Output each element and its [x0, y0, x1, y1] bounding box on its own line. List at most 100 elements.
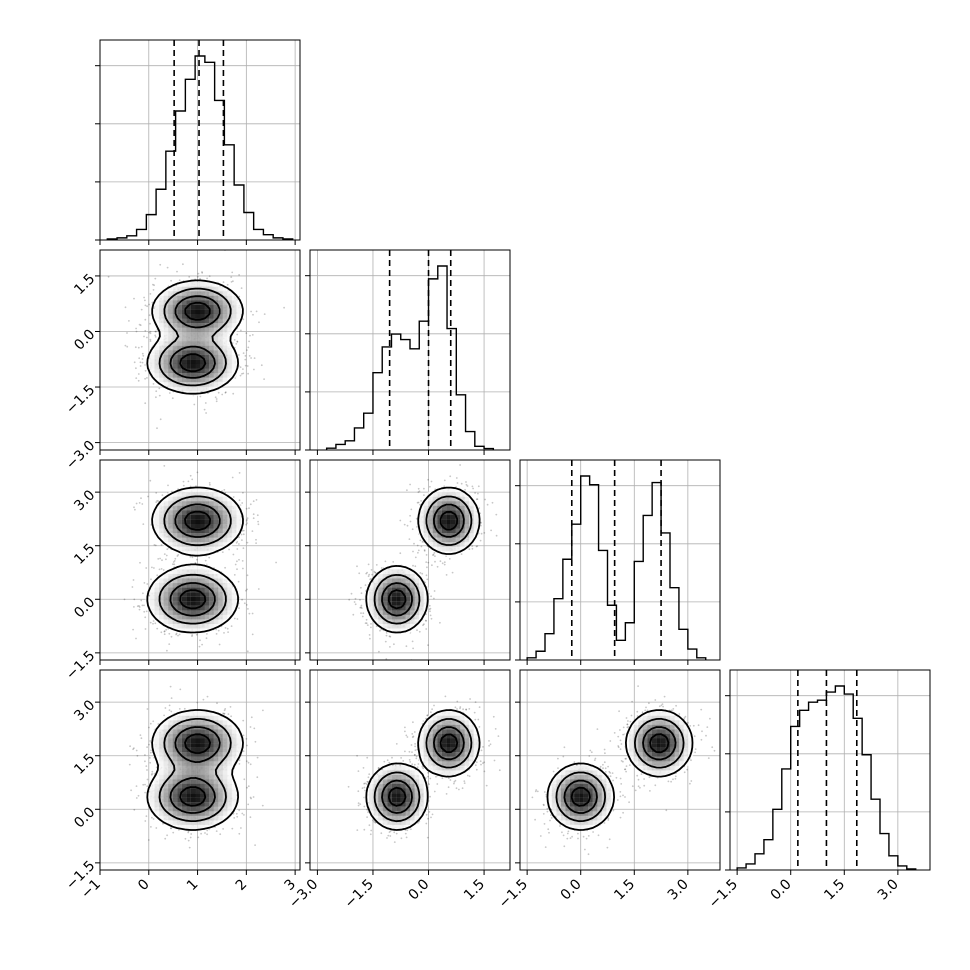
density-cell	[168, 496, 174, 502]
density-mask-cell	[172, 304, 178, 310]
scatter-point	[223, 489, 226, 491]
density-cell	[222, 327, 228, 333]
density-cell	[181, 300, 187, 305]
density-mask-cell	[200, 487, 205, 493]
density-mask-cell	[213, 354, 219, 360]
density-cell	[168, 327, 174, 333]
density-cell	[200, 331, 205, 337]
density-mask-cell	[195, 377, 201, 383]
density-cell	[181, 322, 187, 328]
scatter-point	[142, 523, 145, 525]
density-mask-cell	[168, 591, 174, 597]
density-mask-cell	[204, 546, 210, 552]
density-mask-cell	[213, 596, 219, 602]
density-mask-cell	[181, 327, 187, 333]
histogram-panel-1	[305, 249, 511, 455]
density-cell	[195, 281, 201, 287]
density-cell	[213, 304, 219, 310]
density-mask-cell	[231, 304, 237, 310]
density-cell	[190, 491, 196, 497]
scatter-point	[253, 368, 255, 371]
scatter-point	[241, 373, 243, 375]
density-mask-cell	[150, 354, 155, 360]
density-cell	[163, 304, 169, 310]
density-cell	[227, 591, 233, 597]
scatter-point	[191, 635, 193, 637]
scatter-point	[136, 605, 139, 608]
density-cell	[190, 309, 196, 314]
density-mask-cell	[168, 528, 174, 534]
density-cell	[172, 614, 178, 620]
scatter-point	[215, 398, 218, 400]
scatter-point	[124, 344, 127, 347]
scatter-point	[156, 574, 159, 577]
density-mask-cell	[218, 300, 224, 305]
panel-content	[100, 460, 300, 660]
density-mask-cell	[227, 537, 233, 543]
scatter-point	[236, 333, 239, 336]
scatter-point	[153, 544, 156, 546]
density-mask-cell	[190, 628, 196, 634]
scatter-point	[160, 568, 163, 570]
density-mask-cell	[200, 327, 205, 333]
scatter-point	[154, 622, 157, 625]
scatter-point	[195, 633, 198, 636]
density-mask-cell	[150, 610, 155, 615]
density-cell	[200, 505, 205, 511]
density-cell	[213, 532, 219, 538]
scatter-point	[230, 625, 233, 627]
density-mask-cell	[186, 546, 192, 552]
density-cell	[231, 596, 237, 602]
scatter-point	[152, 383, 155, 385]
density-mask-cell	[209, 290, 214, 296]
histogram-0	[106, 55, 294, 240]
density-cell	[227, 519, 233, 524]
density-cell	[218, 496, 224, 502]
density-cell	[222, 496, 228, 502]
density-cell	[186, 381, 192, 387]
density-mask-cell	[218, 491, 224, 497]
scatter-point	[222, 281, 225, 283]
density-cell	[163, 573, 169, 579]
density-cell	[163, 537, 169, 543]
density-mask-cell	[172, 505, 178, 511]
scatter-point	[175, 633, 178, 636]
density-mask-cell	[227, 505, 233, 511]
scatter-point	[144, 369, 147, 372]
density-cell	[177, 313, 183, 319]
density-mask-cell	[168, 304, 174, 310]
density-mask-cell	[218, 327, 224, 333]
density-cell	[186, 510, 192, 515]
density-cell	[177, 496, 183, 502]
density-cell	[209, 537, 214, 543]
density-mask-cell	[177, 496, 183, 502]
density-cell	[172, 286, 178, 292]
scatter-point	[123, 598, 126, 601]
density-cell	[236, 519, 242, 524]
density-cell	[172, 372, 178, 378]
density-mask-cell	[177, 623, 183, 629]
density-cell	[190, 614, 196, 620]
density-cell	[172, 359, 178, 364]
density-cell	[181, 491, 187, 497]
density-cell	[195, 610, 201, 615]
density-mask-cell	[181, 578, 187, 584]
density-cell	[209, 350, 214, 355]
density-cell	[190, 537, 196, 543]
scatter-point	[178, 279, 181, 282]
density-cell	[209, 614, 214, 620]
density-mask-cell	[159, 514, 164, 520]
density-cell	[163, 528, 169, 534]
density-cell	[200, 600, 205, 606]
density-cell	[218, 309, 224, 314]
density-cell	[177, 322, 183, 328]
density-cell	[177, 354, 183, 360]
density-mask-cell	[168, 381, 174, 387]
density-cell	[163, 610, 169, 615]
density-mask-cell	[190, 491, 196, 497]
scatter-point	[133, 361, 136, 364]
density-mask-cell	[209, 569, 214, 574]
density-mask-cell	[222, 377, 228, 383]
density-mask-cell	[154, 359, 160, 364]
density-mask-cell	[163, 505, 169, 511]
